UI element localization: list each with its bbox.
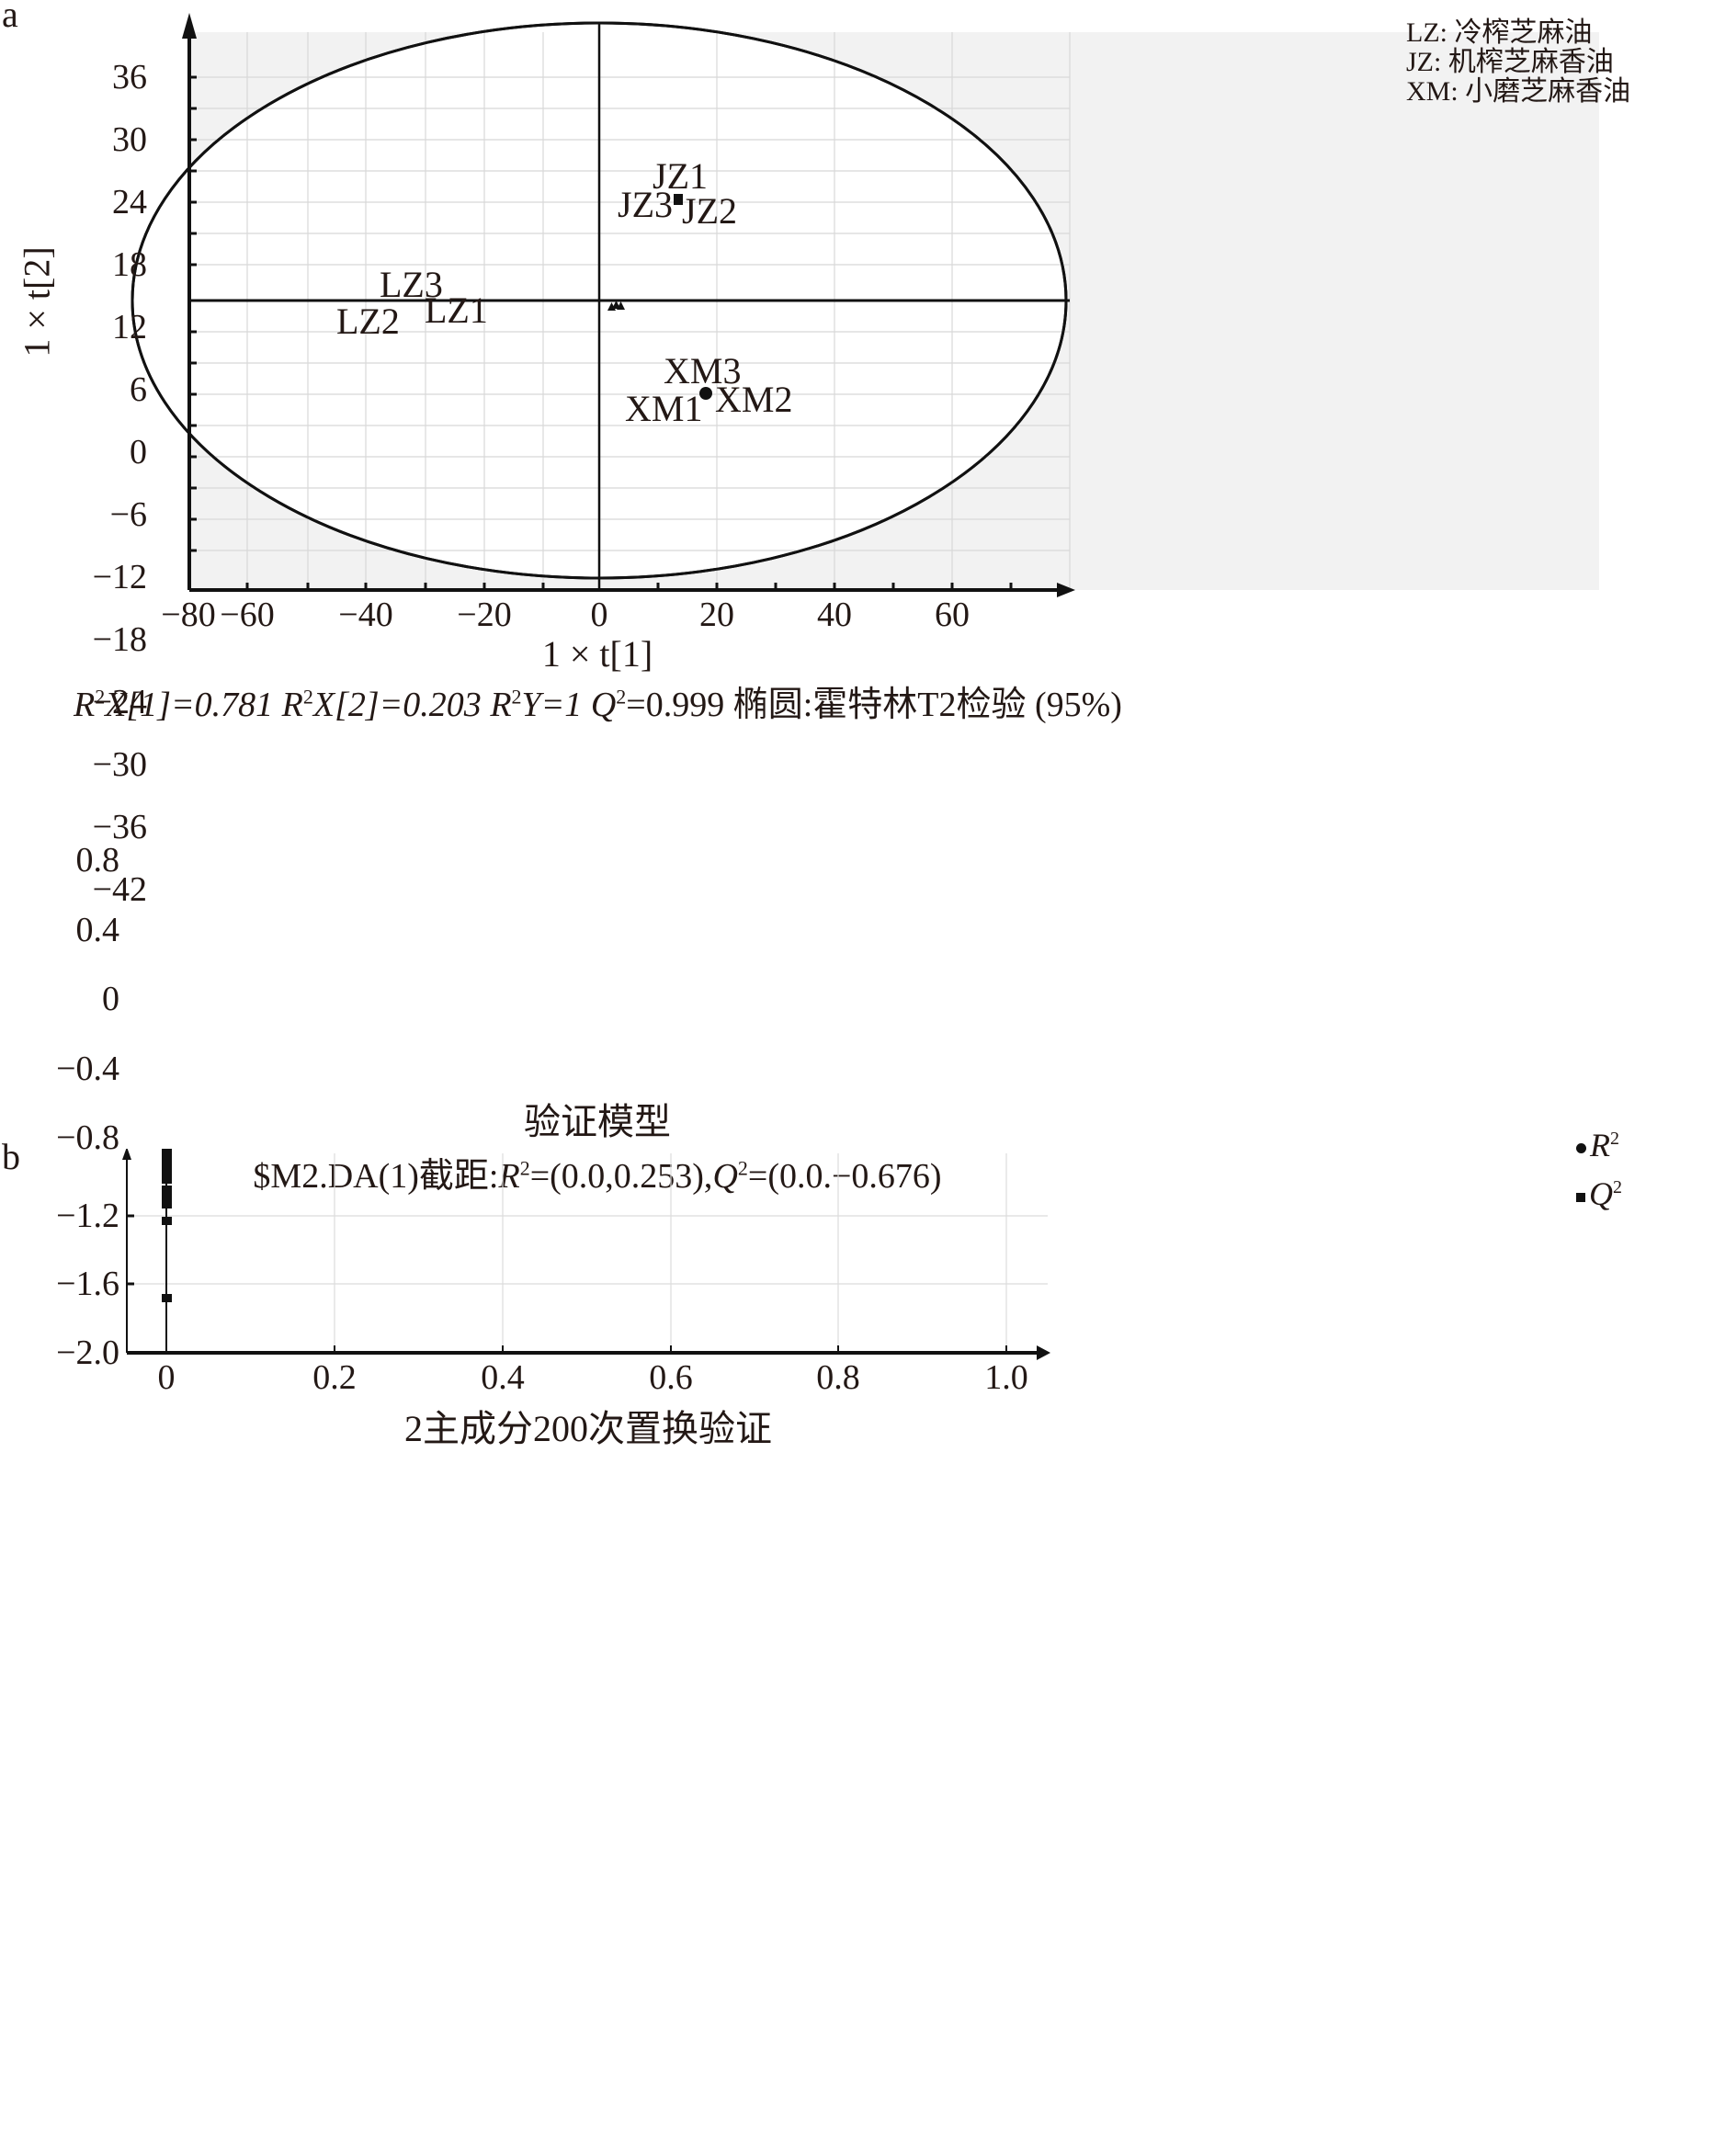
legend-item-q2: Q2 [1576, 1166, 1622, 1215]
point-label-xm2: XM2 [715, 379, 793, 420]
y-tick: −42 [92, 870, 147, 909]
x-tick: −20 [457, 596, 512, 634]
x-tick: 0.2 [312, 1358, 357, 1397]
subtitle-prefix: $M2.DA(1)截距: [253, 1157, 499, 1196]
x-tick: 60 [935, 596, 970, 634]
point-label-xm3: XM3 [664, 350, 742, 391]
y-tick: −18 [92, 620, 147, 659]
x-tick: 0.6 [649, 1358, 693, 1397]
panel-a-x-axis-title: 1 × t[1] [541, 633, 653, 675]
x-tick: 40 [817, 596, 852, 634]
caption-ellipse: 椭圆:霍特林T2检验 (95%) [732, 686, 1122, 724]
panel-a-plot [131, 13, 1599, 597]
y-tick: 30 [112, 120, 147, 159]
panel-b-label: b [2, 1136, 20, 1177]
subtitle-q2: =(0.0.−0.676) [747, 1157, 942, 1196]
y-tick: 0.4 [75, 911, 120, 949]
x-tick: 1.0 [984, 1358, 1028, 1397]
y-tick: 0.8 [75, 841, 120, 879]
y-tick: 24 [112, 183, 147, 221]
legend-r-label: R [1590, 1127, 1610, 1163]
y-tick: 6 [130, 370, 147, 409]
xm-marker [699, 387, 712, 400]
point-label-lz3: LZ3 [380, 264, 443, 305]
subtitle-r2: =(0.0,0.253), [529, 1157, 713, 1196]
y-tick: 18 [112, 245, 147, 284]
y-tick: 12 [112, 308, 147, 346]
y-tick: 0 [102, 980, 119, 1018]
legend-q-label: Q [1589, 1175, 1613, 1212]
panel-a-y-axis-title: 1 × t[2] [16, 246, 58, 357]
y-tick: −12 [92, 558, 147, 596]
x-tick: 0.8 [816, 1358, 860, 1397]
panel-b-x-axis-title: 2主成分200次置换验证 [404, 1408, 772, 1449]
point-label-jz1: JZ1 [653, 155, 708, 197]
lz-markers [607, 301, 625, 311]
legend-r-sup: 2 [1610, 1129, 1619, 1149]
panel-b-subtitle: $M2.DA(1)截距:R2=(0.0,0.253),Q2=(0.0.−0.67… [253, 1156, 942, 1196]
circle-marker-icon [1576, 1143, 1586, 1154]
point-label-xm1: XM1 [625, 388, 703, 429]
legend-q-sup: 2 [1613, 1177, 1622, 1197]
y-tick: −24 [92, 683, 147, 721]
caption-r2y: Y=1 [521, 686, 583, 724]
panel-a-caption: R2X[1]=0.781 R2X[2]=0.203 R2Y=1 Q2=0.999… [74, 685, 1122, 724]
caption-r2x1: X[1]=0.781 [105, 686, 274, 724]
y-tick: −1.2 [56, 1197, 119, 1235]
legend-item-r2: R2 [1576, 1118, 1622, 1166]
y-tick: −30 [92, 745, 147, 784]
point-label-jz3: JZ3 [618, 184, 673, 225]
point-label-lz2: LZ2 [336, 301, 400, 342]
panel-a-label: a [2, 0, 18, 35]
jz-marker [674, 194, 683, 205]
y-tick: 36 [112, 58, 147, 96]
x-tick: 0.4 [481, 1358, 525, 1397]
panel-b-plot [122, 1149, 1050, 1360]
legend-item-xm: XM: 小磨芝麻香油 [1406, 76, 1631, 107]
panel-b-title: 验证模型 [524, 1101, 671, 1142]
y-tick: −0.4 [56, 1050, 119, 1088]
y-tick: 0 [130, 433, 147, 471]
y-tick: −36 [92, 808, 147, 846]
caption-r2x2: X[2]=0.203 [312, 686, 482, 724]
y-tick: −0.8 [56, 1118, 119, 1157]
legend-item-lz: LZ: 冷榨芝麻油 [1406, 17, 1593, 48]
x-tick: 20 [699, 596, 734, 634]
square-marker-icon [1576, 1192, 1585, 1202]
x-tick: −60 [220, 596, 275, 634]
x-tick: −80 [161, 596, 216, 634]
panel-a-legend: LZ: 冷榨芝麻油 JZ: 机榨芝麻香油 XM: 小磨芝麻香油 [1406, 18, 1630, 107]
y-tick: −6 [109, 495, 147, 534]
x-tick: −40 [338, 596, 393, 634]
legend-item-jz: JZ: 机榨芝麻香油 [1406, 47, 1614, 77]
y-tick: −2.0 [56, 1333, 119, 1372]
caption-q2: =0.999 [626, 686, 725, 724]
point-label-jz2: JZ2 [682, 190, 737, 232]
panel-b-legend: R2 Q2 [1576, 1118, 1622, 1215]
x-tick: 0 [590, 596, 608, 634]
x-tick: 0 [157, 1358, 176, 1397]
y-tick: −1.6 [56, 1265, 119, 1303]
point-label-lz1: LZ1 [425, 289, 488, 331]
